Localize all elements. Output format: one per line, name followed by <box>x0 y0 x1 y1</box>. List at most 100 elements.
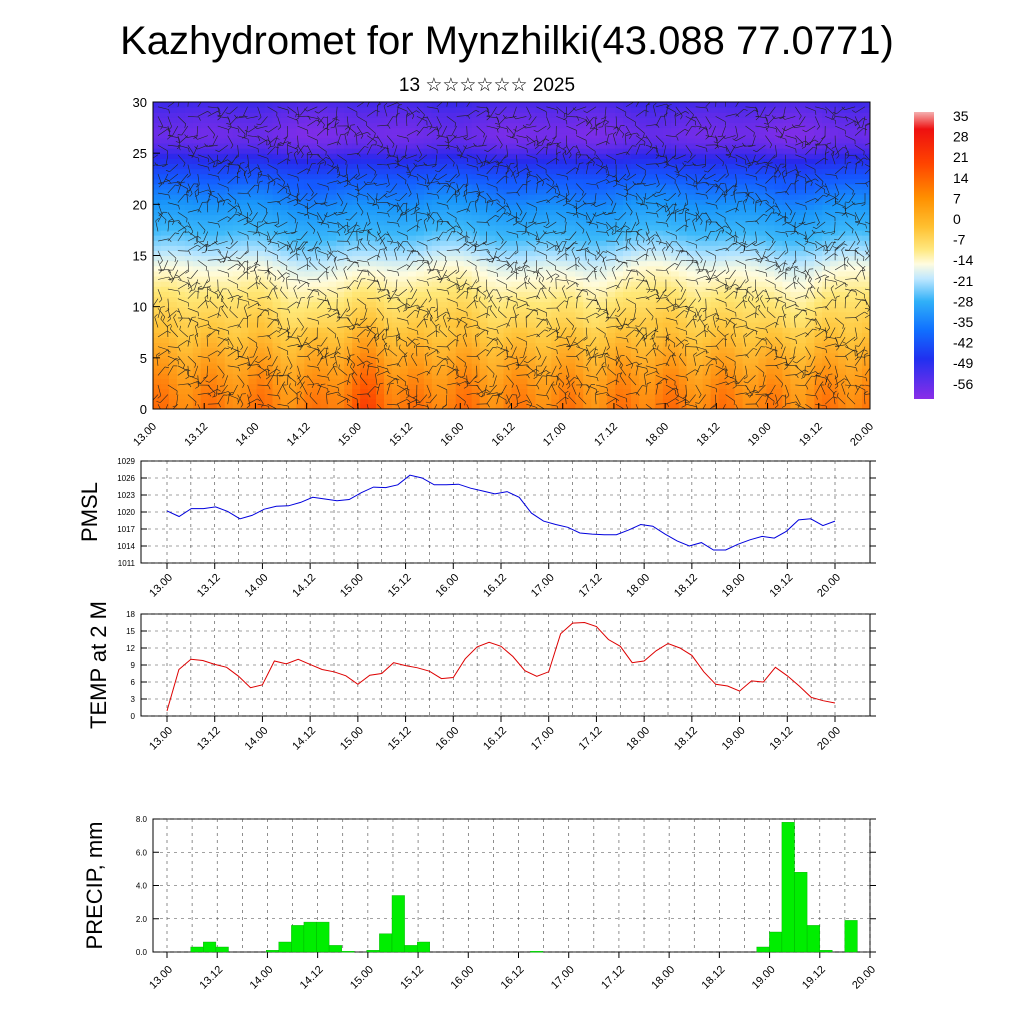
temperature-cell <box>686 362 696 369</box>
temperature-cell <box>392 168 401 175</box>
temperature-cell <box>224 265 234 272</box>
temperature-cell <box>535 158 544 164</box>
temperature-cell <box>583 337 592 344</box>
temperature-cell <box>439 168 449 175</box>
temperature-cell <box>184 224 194 231</box>
temperature-cell <box>216 275 226 282</box>
temperature-cell <box>192 219 202 226</box>
temperature-cell <box>495 275 505 282</box>
temperature-cell <box>423 240 433 246</box>
temperature-cell <box>168 347 178 354</box>
temperature-cell <box>654 178 664 185</box>
temperature-cell <box>750 322 760 328</box>
temperature-cell <box>543 260 552 267</box>
temperature-cell <box>559 398 568 405</box>
temperature-cell <box>352 199 361 205</box>
temperature-cell <box>160 362 170 369</box>
temperature-cell <box>631 296 640 303</box>
temperature-cell <box>790 102 799 108</box>
temperature-cell <box>543 107 552 113</box>
temperature-cell <box>798 132 807 139</box>
temperature-cell <box>702 235 712 241</box>
temperature-cell <box>407 224 417 231</box>
temperature-cell <box>686 368 696 374</box>
temperature-cell <box>160 245 170 251</box>
temperature-cell <box>384 117 393 124</box>
temperature-cell <box>160 214 170 221</box>
temperature-cell <box>192 275 202 282</box>
temperature-cell <box>447 296 457 303</box>
temperature-cell <box>200 188 210 195</box>
temperature-cell <box>248 235 258 241</box>
temperature-cell <box>710 383 720 390</box>
temperature-cell <box>591 112 600 118</box>
temperature-cell <box>384 306 393 313</box>
temperature-cell <box>790 357 799 364</box>
temperature-cell <box>184 153 194 159</box>
temperature-cell <box>495 265 505 272</box>
temperature-cell <box>758 286 768 292</box>
temperature-cell <box>583 229 592 236</box>
temperature-cell <box>384 219 393 226</box>
temperature-cell <box>806 229 815 236</box>
temperature-cell <box>774 199 783 205</box>
temperature-cell <box>575 240 584 246</box>
temperature-cell <box>264 255 274 262</box>
temperature-cell <box>160 235 170 241</box>
temperature-cell <box>479 148 489 154</box>
temperature-cell <box>774 316 783 323</box>
temperature-cell <box>726 245 736 251</box>
temperature-cell <box>296 188 305 195</box>
temperature-cell <box>431 240 441 246</box>
temperature-cell <box>272 403 282 409</box>
temperature-cell <box>766 229 775 236</box>
temperature-cell <box>439 270 449 277</box>
temperature-cell <box>312 327 321 333</box>
temperature-cell <box>328 204 337 211</box>
temperature-cell <box>208 368 218 374</box>
temperature-cell <box>710 219 720 226</box>
temperature-cell <box>320 127 329 134</box>
temperature-cell <box>256 173 266 180</box>
temperature-cell <box>224 357 234 364</box>
temperature-cell <box>734 102 744 108</box>
temperature-cell <box>463 153 473 159</box>
temperature-cell <box>439 229 449 236</box>
temperature-cell <box>599 286 608 292</box>
temperature-cell <box>734 107 744 113</box>
temperature-cell <box>575 352 584 359</box>
temperature-cell <box>535 368 544 374</box>
temperature-cell <box>519 250 529 257</box>
temperature-cell <box>280 368 290 374</box>
temperature-cell <box>551 122 560 129</box>
temperature-cell <box>153 403 162 409</box>
temperature-cell <box>439 194 449 200</box>
temperature-cell <box>646 362 656 369</box>
temperature-cell <box>551 163 560 170</box>
temperature-cell <box>591 275 600 282</box>
temperature-cell <box>519 301 529 308</box>
temperature-cell <box>304 194 313 200</box>
temperature-cell <box>360 142 369 149</box>
temperature-cell <box>623 393 632 400</box>
temperature-cell <box>232 209 242 216</box>
temperature-cell <box>758 301 768 308</box>
temperature-cell <box>519 245 529 251</box>
temperature-cell <box>240 301 250 308</box>
temperature-cell <box>376 362 385 369</box>
temperature-cell <box>654 368 664 374</box>
temperature-cell <box>352 127 361 134</box>
temperature-cell <box>344 342 353 349</box>
temperature-cell <box>415 352 425 359</box>
temperature-cell <box>742 327 752 333</box>
temperature-cell <box>487 148 497 154</box>
temperature-cell <box>487 403 497 409</box>
temperature-cell <box>694 122 704 129</box>
temperature-cell <box>535 117 544 124</box>
temperature-cell <box>503 383 513 390</box>
temperature-cell <box>718 224 728 231</box>
temperature-cell <box>407 137 417 144</box>
temperature-cell <box>495 245 505 251</box>
temperature-cell <box>766 199 775 205</box>
temperature-cell <box>439 255 449 262</box>
